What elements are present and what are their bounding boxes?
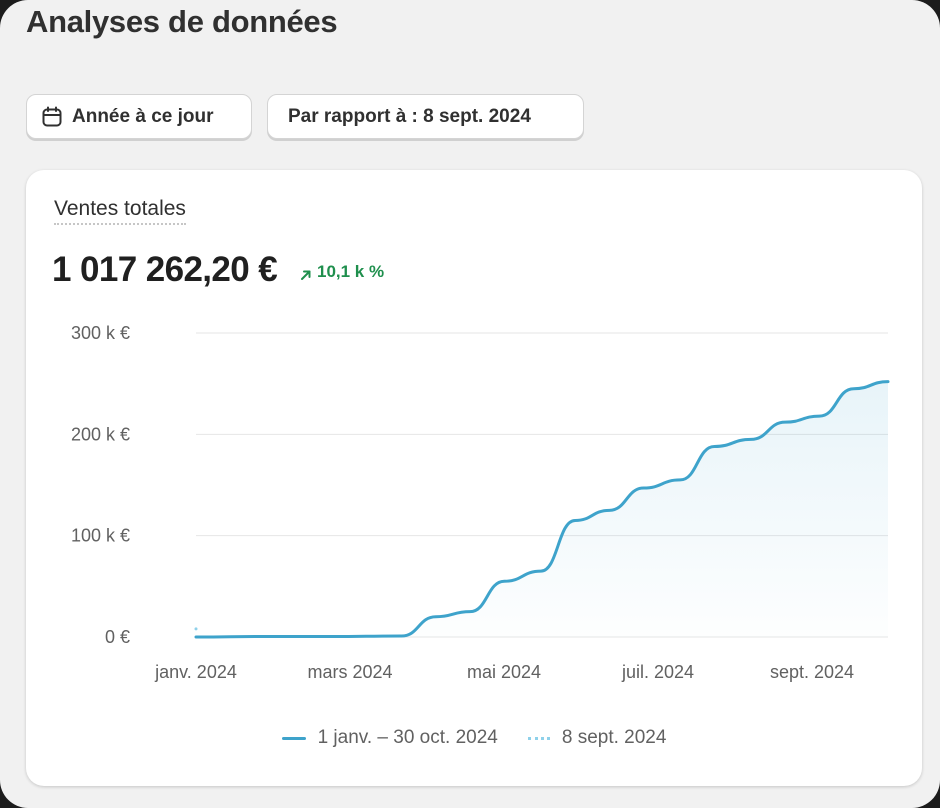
metric-title[interactable]: Ventes totales bbox=[54, 197, 186, 225]
compare-period-button[interactable]: Par rapport à : 8 sept. 2024 bbox=[267, 94, 584, 139]
y-tick-label: 0 € bbox=[105, 627, 130, 647]
page-title: Analyses de données bbox=[26, 4, 338, 39]
chart-legend: 1 janv. – 30 oct. 2024 8 sept. 2024 bbox=[26, 727, 922, 749]
y-tick-label: 200 k € bbox=[71, 424, 130, 444]
x-tick-label: janv. 2024 bbox=[154, 662, 237, 682]
legend-label-current: 1 janv. – 30 oct. 2024 bbox=[317, 727, 498, 748]
y-tick-label: 300 k € bbox=[71, 323, 130, 343]
series-area bbox=[196, 381, 888, 637]
legend-label-comparison: 8 sept. 2024 bbox=[561, 727, 667, 748]
series-point-comparison bbox=[194, 627, 198, 631]
legend-item-current[interactable]: 1 janv. – 30 oct. 2024 bbox=[281, 727, 498, 749]
x-tick-label: sept. 2024 bbox=[770, 662, 854, 682]
calendar-icon bbox=[41, 106, 63, 128]
arrow-up-right-icon bbox=[300, 266, 312, 280]
series-line-current[interactable] bbox=[194, 380, 890, 639]
metric-value: 1 017 262,20 € bbox=[52, 250, 278, 289]
sales-line-chart: 300 k € 200 k € 100 k € 0 € janv. 2024 mars 2… bbox=[71, 323, 890, 682]
dotted-line-icon bbox=[527, 736, 550, 740]
metric-change-badge: 10,1 k % bbox=[300, 262, 384, 282]
y-tick-label: 100 k € bbox=[71, 526, 130, 546]
x-tick-label: juil. 2024 bbox=[621, 662, 694, 682]
legend-item-comparison[interactable]: 8 sept. 2024 bbox=[527, 727, 667, 749]
solid-line-icon bbox=[281, 736, 306, 740]
sales-card: Ventes totales 1 017 262,20 € 10,1 k % bbox=[26, 170, 922, 786]
compare-period-label: Par rapport à : 8 sept. 2024 bbox=[288, 105, 531, 127]
date-range-label: Année à ce jour bbox=[72, 105, 214, 127]
metric-change-value: 10,1 k % bbox=[317, 262, 385, 281]
x-tick-label: mars 2024 bbox=[307, 662, 392, 682]
x-tick-label: mai 2024 bbox=[467, 662, 541, 682]
date-range-button[interactable]: Année à ce jour bbox=[26, 94, 252, 139]
